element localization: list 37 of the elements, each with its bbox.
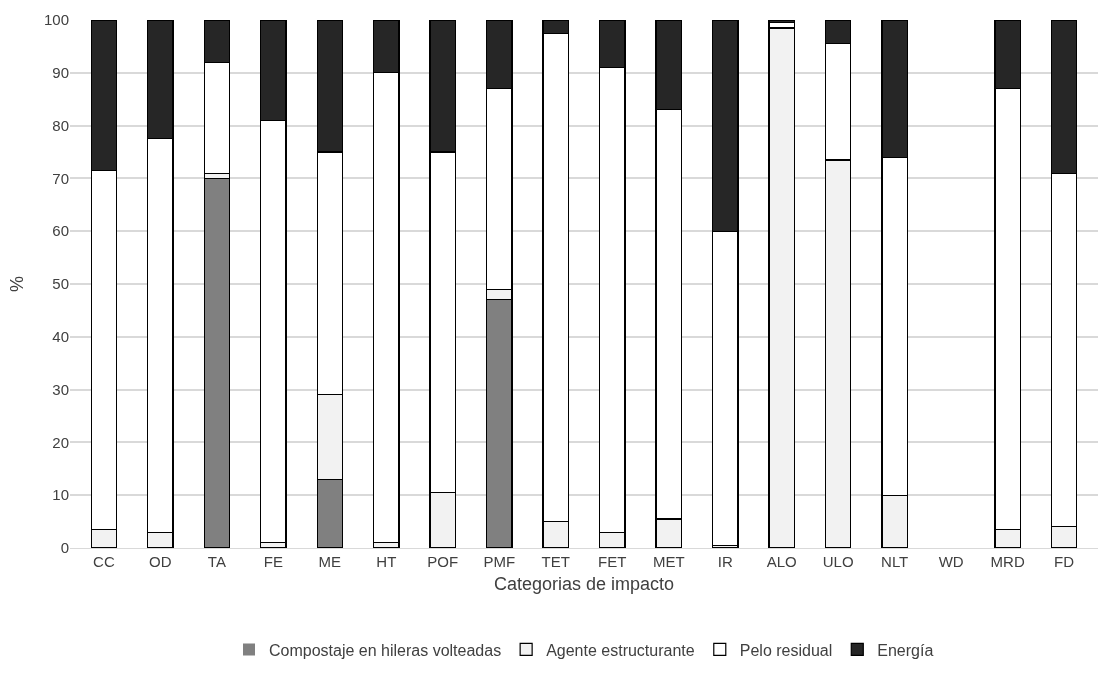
legend-label: Pelo residual <box>739 641 833 659</box>
bar <box>203 177 231 548</box>
y-tick-label: 90 <box>52 64 69 82</box>
x-tick-label: FE <box>263 553 283 570</box>
y-tick-label: 100 <box>43 11 69 29</box>
x-tick-label: FD <box>1054 553 1075 570</box>
legend-label: Agente estructurante <box>546 641 695 659</box>
x-tick-label: IR <box>717 553 733 570</box>
x-tick-label: ULO <box>822 553 854 570</box>
x-tick-label: TET <box>541 553 570 570</box>
y-tick-label: 0 <box>60 539 69 557</box>
y-tick-label: 70 <box>52 169 69 187</box>
y-tick-label: 20 <box>52 433 69 451</box>
y-tick-label: 30 <box>52 380 69 398</box>
x-tick-label: HT <box>376 553 397 570</box>
y-tick-label: 80 <box>52 116 69 134</box>
x-tick-label: MRD <box>990 553 1025 570</box>
x-tick-label: ALO <box>766 553 797 570</box>
x-tick-label: ME <box>318 553 342 570</box>
x-axis-title: Categorias de impacto <box>493 574 675 595</box>
x-tick-label: PMF <box>483 553 516 570</box>
x-tick-label: TA <box>207 553 226 570</box>
x-tick-label: NLT <box>881 553 909 570</box>
y-tick-label: 40 <box>52 328 69 346</box>
x-tick-label: CC <box>93 553 115 570</box>
legend-label: Compostaje en hileras volteadas <box>269 641 502 659</box>
x-tick-label: FET <box>598 553 627 570</box>
y-tick-label: 10 <box>52 486 69 504</box>
x-tick-label: POF <box>427 553 459 570</box>
x-tick-label: WD <box>938 553 964 570</box>
legend-label: Energía <box>877 641 934 659</box>
bar <box>768 27 795 548</box>
y-tick-label: 60 <box>52 222 69 240</box>
y-tick-label: 50 <box>52 275 69 293</box>
x-tick-label: MET <box>652 553 685 570</box>
y-axis-title: % <box>7 275 28 293</box>
x-tick-label: OD <box>149 553 172 570</box>
